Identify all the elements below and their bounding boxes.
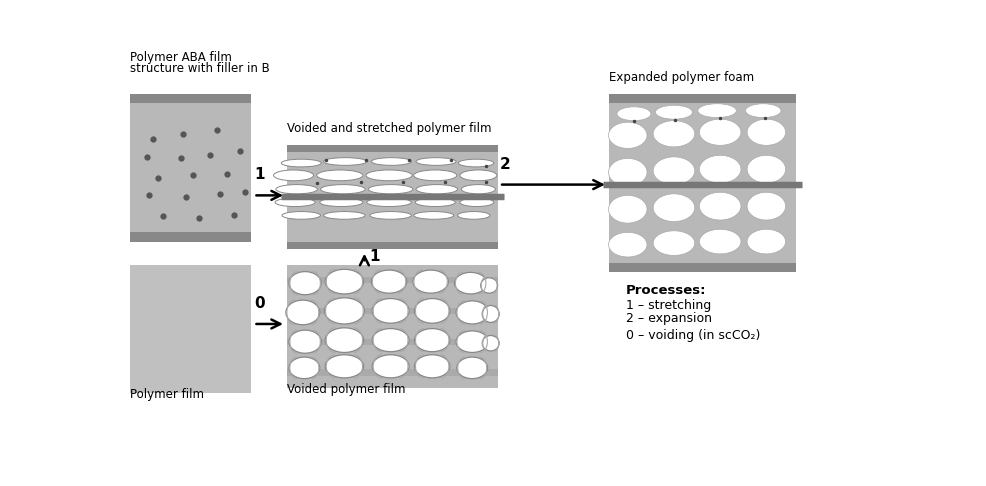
Ellipse shape xyxy=(372,329,409,352)
Ellipse shape xyxy=(289,272,321,295)
Text: 0: 0 xyxy=(254,296,265,311)
Ellipse shape xyxy=(372,157,411,165)
Ellipse shape xyxy=(653,157,695,185)
Bar xyxy=(609,263,796,272)
Ellipse shape xyxy=(457,331,488,352)
Ellipse shape xyxy=(461,185,495,194)
Bar xyxy=(287,308,498,314)
Text: Voided and stretched polymer film: Voided and stretched polymer film xyxy=(287,122,492,135)
Ellipse shape xyxy=(275,198,316,207)
Bar xyxy=(129,103,251,232)
Ellipse shape xyxy=(325,269,364,294)
Ellipse shape xyxy=(289,330,321,353)
Text: 1: 1 xyxy=(369,249,380,264)
Ellipse shape xyxy=(699,229,740,254)
Bar xyxy=(287,277,498,283)
Ellipse shape xyxy=(413,270,449,293)
Bar xyxy=(609,94,796,272)
Ellipse shape xyxy=(459,170,497,181)
Ellipse shape xyxy=(319,198,363,207)
Ellipse shape xyxy=(459,198,494,207)
Text: 1: 1 xyxy=(254,167,265,181)
Text: Voided polymer film: Voided polymer film xyxy=(287,382,406,396)
Bar xyxy=(287,339,498,345)
Ellipse shape xyxy=(372,298,409,323)
Ellipse shape xyxy=(372,355,409,378)
Text: structure with filler in B: structure with filler in B xyxy=(129,62,269,75)
Ellipse shape xyxy=(276,185,317,194)
Ellipse shape xyxy=(653,121,695,147)
Ellipse shape xyxy=(699,119,740,145)
Bar xyxy=(129,94,251,103)
Ellipse shape xyxy=(372,270,407,293)
Ellipse shape xyxy=(698,104,737,118)
Text: 1 – stretching: 1 – stretching xyxy=(626,299,712,312)
Text: Expanded polymer foam: Expanded polymer foam xyxy=(609,71,754,85)
Ellipse shape xyxy=(699,192,740,220)
Ellipse shape xyxy=(414,170,457,181)
Ellipse shape xyxy=(320,185,365,194)
Ellipse shape xyxy=(656,105,692,119)
Bar xyxy=(129,232,251,242)
Ellipse shape xyxy=(414,298,450,323)
Ellipse shape xyxy=(317,170,363,181)
Text: 0 – voiding (in scCO₂): 0 – voiding (in scCO₂) xyxy=(626,329,760,342)
Ellipse shape xyxy=(481,278,498,293)
Ellipse shape xyxy=(273,170,314,181)
Ellipse shape xyxy=(415,198,456,207)
Bar xyxy=(287,265,498,388)
Text: Polymer ABA film: Polymer ABA film xyxy=(129,52,232,65)
Ellipse shape xyxy=(325,355,364,378)
Ellipse shape xyxy=(747,192,786,220)
Ellipse shape xyxy=(458,159,494,167)
Text: Polymer film: Polymer film xyxy=(129,388,203,401)
Ellipse shape xyxy=(370,211,411,219)
Ellipse shape xyxy=(653,231,695,256)
Ellipse shape xyxy=(416,157,457,165)
Ellipse shape xyxy=(745,104,781,118)
Ellipse shape xyxy=(455,272,487,294)
Ellipse shape xyxy=(416,185,458,194)
Ellipse shape xyxy=(414,211,454,219)
Ellipse shape xyxy=(366,170,412,181)
Text: Processes:: Processes: xyxy=(626,284,707,297)
Ellipse shape xyxy=(608,122,647,148)
Ellipse shape xyxy=(608,158,647,186)
Ellipse shape xyxy=(282,211,320,219)
Ellipse shape xyxy=(458,211,490,219)
Ellipse shape xyxy=(289,357,319,379)
Ellipse shape xyxy=(608,232,647,257)
Bar xyxy=(287,242,498,249)
Bar xyxy=(287,369,498,376)
Ellipse shape xyxy=(482,335,499,351)
Ellipse shape xyxy=(699,156,740,183)
Ellipse shape xyxy=(457,301,488,324)
Ellipse shape xyxy=(747,229,786,254)
Bar xyxy=(287,144,498,249)
Ellipse shape xyxy=(747,156,786,183)
Ellipse shape xyxy=(368,185,413,194)
Bar xyxy=(287,144,498,152)
Text: 2: 2 xyxy=(500,157,511,172)
Ellipse shape xyxy=(323,211,365,219)
Ellipse shape xyxy=(414,355,450,378)
Ellipse shape xyxy=(608,195,647,223)
Text: 2 – expansion: 2 – expansion xyxy=(626,312,712,325)
Ellipse shape xyxy=(286,300,319,325)
Ellipse shape xyxy=(457,357,488,379)
Bar xyxy=(129,265,251,393)
Ellipse shape xyxy=(482,306,499,322)
Ellipse shape xyxy=(414,329,450,352)
Ellipse shape xyxy=(367,198,411,207)
Ellipse shape xyxy=(747,119,786,145)
Ellipse shape xyxy=(324,298,365,324)
Ellipse shape xyxy=(281,159,321,167)
Ellipse shape xyxy=(653,194,695,222)
Ellipse shape xyxy=(325,328,364,352)
Ellipse shape xyxy=(617,107,651,121)
Bar xyxy=(609,94,796,103)
Ellipse shape xyxy=(323,157,367,165)
